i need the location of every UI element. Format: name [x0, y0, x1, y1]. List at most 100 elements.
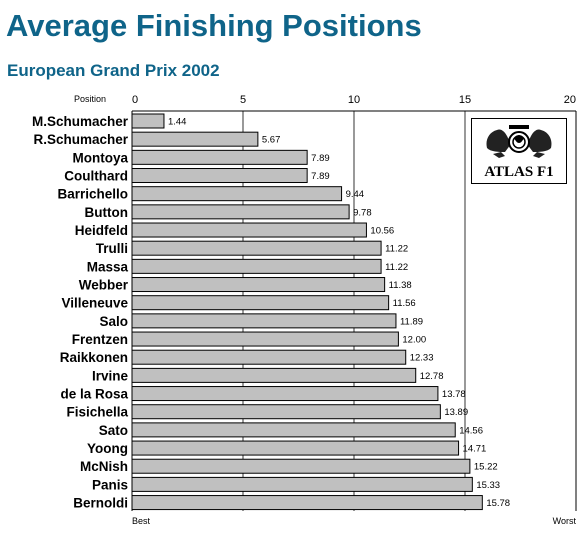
driver-label: Yoong [87, 441, 128, 456]
bar [131, 295, 390, 311]
value-label: 13.89 [444, 407, 468, 418]
value-label: 7.89 [311, 153, 330, 164]
driver-label: Salo [99, 314, 128, 329]
best-label: Best [132, 516, 151, 526]
bar-row: Sato 14.56 [99, 422, 483, 438]
bar-row: de la Rosa 13.78 [60, 386, 466, 402]
value-label: 12.00 [402, 335, 426, 346]
driver-label: Frentzen [72, 332, 128, 347]
bar-row: M.Schumacher 1.44 [32, 113, 187, 129]
driver-label: M.Schumacher [32, 114, 129, 129]
value-label: 12.33 [410, 353, 434, 364]
value-label: 1.44 [168, 117, 187, 128]
bar-row: Massa 11.22 [87, 258, 408, 274]
value-label: 9.78 [353, 207, 372, 218]
driver-label: Raikkonen [60, 350, 128, 365]
value-label: 15.22 [474, 462, 498, 473]
bar [131, 222, 367, 238]
chart-title: Average Finishing Positions [6, 8, 422, 43]
worst-label: Worst [553, 516, 577, 526]
tick-label: 15 [459, 94, 471, 106]
value-label: 13.78 [442, 389, 466, 400]
bar-row: Raikkonen 12.33 [60, 349, 434, 365]
value-label: 15.78 [486, 498, 510, 509]
bar [131, 349, 407, 365]
value-label: 15.33 [476, 480, 500, 491]
tick-label: 0 [132, 94, 138, 106]
bar [131, 367, 417, 383]
driver-label: McNish [80, 459, 128, 474]
value-label: 11.22 [385, 244, 408, 255]
atlas-f1-logo: ATLAS F1 [471, 118, 567, 184]
value-label: 11.22 [385, 262, 408, 273]
bar [131, 422, 456, 438]
bar-row: Salo 11.89 [99, 313, 423, 329]
value-label: 9.44 [346, 189, 365, 200]
axis-ticks: 0 5 10 15 20 [132, 94, 576, 106]
bar [131, 458, 471, 474]
value-label: 7.89 [311, 171, 330, 182]
bar [131, 113, 165, 129]
driver-label: Panis [92, 477, 128, 492]
bar-row: Barrichello 9.44 [57, 186, 365, 202]
driver-label: de la Rosa [60, 387, 128, 402]
value-label: 11.89 [400, 316, 423, 327]
bar [131, 149, 308, 165]
chart-subtitle: European Grand Prix 2002 [7, 61, 220, 80]
driver-label: Bernoldi [73, 496, 128, 511]
bar-row: Bernoldi 15.78 [73, 495, 510, 511]
value-label: 5.67 [262, 135, 281, 146]
bar-row: Coulthard 7.89 [64, 168, 330, 184]
bar [131, 277, 386, 293]
bar [131, 440, 460, 456]
bar-row: Villeneuve 11.56 [61, 295, 416, 311]
driver-label: Barrichello [57, 187, 128, 202]
bar-row: Webber 11.38 [79, 277, 412, 293]
bar-row: Frentzen 12.00 [72, 331, 426, 347]
value-label: 14.56 [459, 425, 483, 436]
crest-icon [486, 125, 552, 158]
bar-row: Heidfeld 10.56 [75, 222, 394, 238]
value-label: 11.38 [389, 280, 412, 291]
bar [131, 404, 441, 420]
driver-label: Button [85, 205, 128, 220]
bar-row: Button 9.78 [85, 204, 372, 220]
driver-label: Fisichella [66, 405, 128, 420]
bar-row: Yoong 14.71 [87, 440, 487, 456]
driver-label: Montoya [73, 150, 129, 165]
bar [131, 258, 382, 274]
bar [131, 331, 399, 347]
bar-row: Irvine 12.78 [92, 367, 444, 383]
driver-label: Webber [79, 278, 129, 293]
bar [131, 186, 343, 202]
bars: M.Schumacher 1.44 R.Schumacher 5.67 Montoya 7… [32, 113, 510, 511]
bar [131, 131, 259, 147]
bar-row: Fisichella 13.89 [66, 404, 468, 420]
logo-text: ATLAS F1 [484, 164, 553, 180]
bar-row: Panis 15.33 [92, 476, 500, 492]
driver-label: Villeneuve [61, 296, 128, 311]
axis-label: Position [74, 94, 106, 104]
bar [131, 240, 382, 256]
bar [131, 313, 397, 329]
value-label: 10.56 [370, 226, 394, 237]
bar [131, 476, 473, 492]
tick-label: 10 [348, 94, 360, 106]
tick-label: 5 [240, 94, 246, 106]
bar [131, 495, 483, 511]
value-label: 14.71 [463, 444, 487, 455]
driver-label: Massa [87, 259, 129, 274]
bar [131, 386, 439, 402]
bar-row: McNish 15.22 [80, 458, 498, 474]
driver-label: Heidfeld [75, 223, 128, 238]
driver-label: Coulthard [64, 169, 128, 184]
bar [131, 168, 308, 184]
bar-row: R.Schumacher 5.67 [33, 131, 281, 147]
value-label: 11.56 [393, 298, 416, 309]
bar [131, 204, 350, 220]
driver-label: Sato [99, 423, 128, 438]
driver-label: Irvine [92, 368, 129, 383]
bar-row: Trulli 11.22 [96, 240, 408, 256]
value-label: 12.78 [420, 371, 444, 382]
